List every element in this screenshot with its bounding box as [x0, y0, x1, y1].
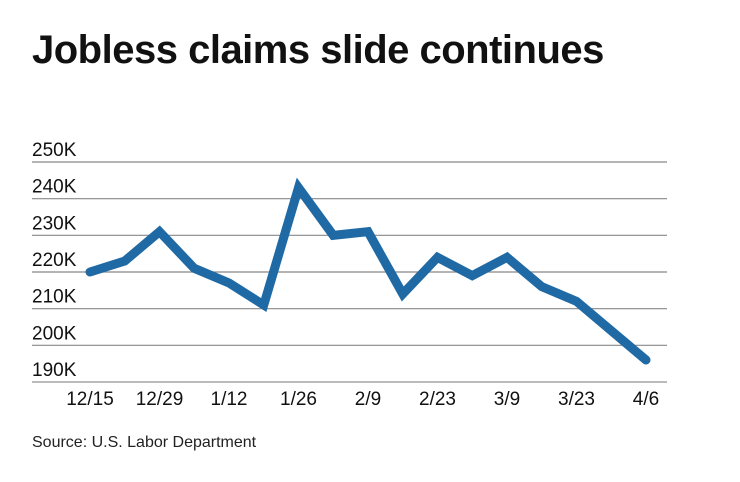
y-tick-label: 200K [32, 323, 77, 344]
y-tick-label: 240K [32, 177, 77, 198]
x-tick-label: 3/23 [558, 389, 595, 410]
x-tick-label: 1/12 [211, 389, 248, 410]
chart-source: Source: U.S. Labor Department [32, 434, 257, 451]
x-tick-label: 12/15 [66, 389, 114, 410]
chart-title: Jobless claims slide continues [32, 28, 604, 72]
x-tick-label: 1/26 [280, 389, 317, 410]
y-tick-label: 250K [32, 140, 77, 161]
x-tick-label: 2/9 [355, 389, 381, 410]
y-tick-label: 210K [32, 287, 77, 308]
x-tick-label: 12/29 [136, 389, 184, 410]
x-tick-label: 4/6 [633, 389, 659, 410]
y-tick-label: 220K [32, 250, 77, 271]
x-tick-label: 2/23 [419, 389, 456, 410]
y-tick-label: 190K [32, 360, 77, 381]
y-tick-label: 230K [32, 213, 77, 234]
x-tick-label: 3/9 [494, 389, 520, 410]
series-line [85, 177, 651, 365]
